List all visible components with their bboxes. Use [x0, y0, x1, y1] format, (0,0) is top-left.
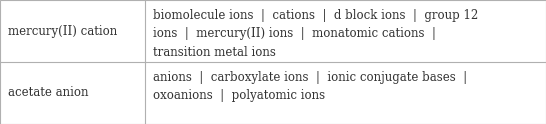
Text: mercury(II) cation: mercury(II) cation [8, 25, 117, 37]
Text: acetate anion: acetate anion [8, 87, 88, 99]
Text: anions  |  carboxylate ions  |  ionic conjugate bases  |
oxoanions  |  polyatomi: anions | carboxylate ions | ionic conjug… [153, 71, 467, 103]
Text: biomolecule ions  |  cations  |  d block ions  |  group 12
ions  |  mercury(II) : biomolecule ions | cations | d block ion… [153, 9, 478, 59]
